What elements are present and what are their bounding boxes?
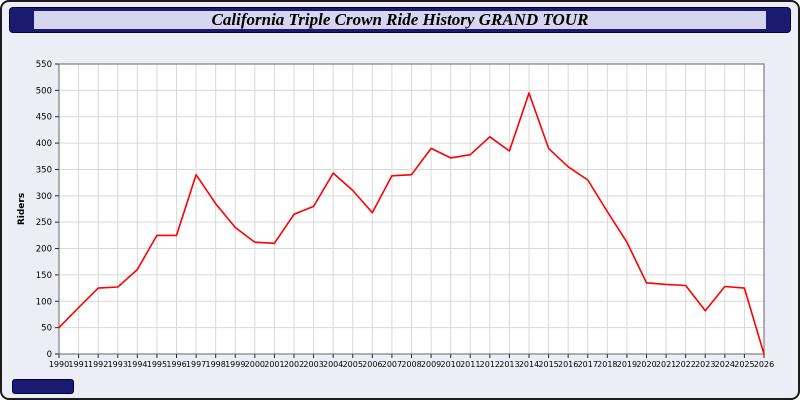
svg-text:2012: 2012 xyxy=(480,360,500,369)
svg-text:2025: 2025 xyxy=(734,360,754,369)
svg-text:50: 50 xyxy=(41,324,52,334)
svg-text:2021: 2021 xyxy=(656,360,676,369)
svg-text:0: 0 xyxy=(47,350,52,360)
svg-text:1998: 1998 xyxy=(205,360,225,369)
svg-text:2009: 2009 xyxy=(421,360,441,369)
svg-text:550: 550 xyxy=(36,60,52,70)
svg-text:2022: 2022 xyxy=(675,360,695,369)
svg-text:2004: 2004 xyxy=(323,360,343,369)
svg-text:2019: 2019 xyxy=(617,360,637,369)
svg-text:2005: 2005 xyxy=(343,360,363,369)
svg-text:350: 350 xyxy=(36,165,52,175)
title-panel: California Triple Crown Ride History GRA… xyxy=(34,10,766,29)
svg-text:2002: 2002 xyxy=(284,360,304,369)
svg-text:1994: 1994 xyxy=(127,360,147,369)
svg-text:2006: 2006 xyxy=(362,360,382,369)
svg-text:2018: 2018 xyxy=(597,360,617,369)
svg-text:Riders: Riders xyxy=(17,193,27,225)
svg-text:200: 200 xyxy=(36,245,52,255)
svg-text:2024: 2024 xyxy=(715,360,735,369)
svg-text:2001: 2001 xyxy=(264,360,284,369)
svg-text:2017: 2017 xyxy=(578,360,598,369)
svg-text:2016: 2016 xyxy=(558,360,578,369)
svg-text:1991: 1991 xyxy=(68,360,88,369)
svg-text:2011: 2011 xyxy=(460,360,480,369)
svg-text:2008: 2008 xyxy=(401,360,421,369)
svg-text:100: 100 xyxy=(36,297,52,307)
svg-text:150: 150 xyxy=(36,271,52,281)
page-title: California Triple Crown Ride History GRA… xyxy=(211,10,589,29)
svg-text:2000: 2000 xyxy=(245,360,265,369)
svg-text:250: 250 xyxy=(36,218,52,228)
svg-text:2003: 2003 xyxy=(303,360,323,369)
svg-text:2010: 2010 xyxy=(440,360,460,369)
svg-text:2020: 2020 xyxy=(636,360,656,369)
svg-text:2014: 2014 xyxy=(519,360,539,369)
svg-text:1999: 1999 xyxy=(225,360,245,369)
svg-text:1996: 1996 xyxy=(166,360,186,369)
svg-text:400: 400 xyxy=(36,139,52,149)
title-bar: California Triple Crown Ride History GRA… xyxy=(9,7,791,33)
svg-text:300: 300 xyxy=(36,192,52,202)
svg-text:2007: 2007 xyxy=(382,360,402,369)
svg-text:500: 500 xyxy=(36,86,52,96)
svg-text:1992: 1992 xyxy=(88,360,108,369)
footer-button[interactable] xyxy=(12,379,74,394)
svg-text:2015: 2015 xyxy=(538,360,558,369)
svg-text:2013: 2013 xyxy=(499,360,519,369)
svg-text:2026: 2026 xyxy=(754,360,774,369)
svg-text:450: 450 xyxy=(36,113,52,123)
svg-text:2023: 2023 xyxy=(695,360,715,369)
svg-text:1997: 1997 xyxy=(186,360,206,369)
svg-text:1995: 1995 xyxy=(147,360,167,369)
svg-text:1993: 1993 xyxy=(108,360,128,369)
svg-text:1990: 1990 xyxy=(49,360,69,369)
